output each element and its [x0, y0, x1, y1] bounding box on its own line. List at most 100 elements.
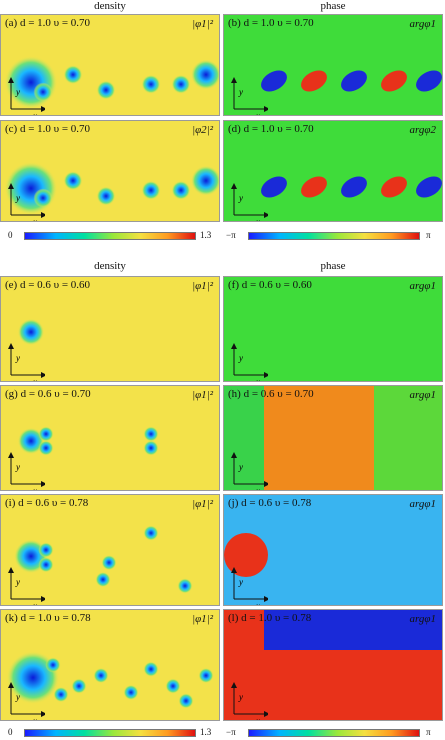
vortex-i-5: [95, 571, 111, 588]
vortex-g-3: [143, 426, 159, 442]
vortex-i-2: [38, 557, 54, 573]
density-map-g: [1, 386, 219, 490]
density-map-k: [1, 610, 219, 720]
vortex-k-7: [165, 678, 181, 694]
axis-y-label-h: y: [238, 462, 243, 472]
vortex-c-4: [141, 180, 161, 200]
panel-label-b: (b) d = 1.0 υ = 0.70: [228, 17, 314, 29]
phase-map-b: [224, 15, 442, 115]
axes-indicator-l: xy: [231, 682, 268, 720]
vortex-a-2: [63, 65, 83, 85]
vortex-i-1: [38, 542, 54, 558]
axis-x-label-a: x: [32, 111, 37, 115]
panel-a: (a) d = 1.0 υ = 0.70|φ1|²xy: [0, 14, 220, 116]
axis-x-label-c: x: [32, 217, 37, 221]
vortex-k-3: [71, 678, 87, 694]
panel-label-e: (e) d = 0.6 υ = 0.60: [5, 279, 91, 291]
axes-indicator-a: xy: [8, 77, 45, 115]
vortex-k-8: [178, 693, 194, 709]
axes-indicator-e: xy: [8, 343, 45, 381]
axis-y-label-a: y: [15, 87, 20, 97]
density-colorbar-max-top: 1.3: [200, 230, 212, 240]
vortex-g-1: [38, 426, 54, 442]
vortex-i-4: [101, 555, 117, 571]
vortex-c-3: [96, 186, 116, 206]
vortex-g-4: [143, 440, 159, 456]
axis-y-label-e: y: [15, 353, 20, 363]
density-colorbar-min-top: 0: [8, 230, 13, 240]
vortex-k-4: [93, 667, 109, 684]
vortex-c-5: [171, 180, 191, 200]
panel-quantity-f: argφ1: [409, 280, 436, 292]
density-column-title-bottom: density: [94, 260, 126, 272]
panel-quantity-b: argφ1: [409, 18, 436, 30]
phase-colorbar-min-top: −π: [226, 230, 236, 240]
phase-map-h: [224, 386, 442, 490]
panel-quantity-h: argφ1: [409, 389, 436, 401]
axes-indicator-c: xy: [8, 183, 45, 221]
panel-quantity-d: argφ2: [409, 124, 436, 136]
vortex-k-6: [143, 661, 159, 677]
density-column-title-top: density: [94, 0, 126, 12]
vortex-c-6: [190, 165, 219, 196]
axis-y-label-b: y: [238, 87, 243, 97]
phase-map-d: [224, 121, 442, 221]
panel-j: (j) d = 0.6 υ = 0.78argφ1xy: [223, 494, 443, 606]
vortex-c-2: [63, 171, 83, 191]
panel-label-l: (l) d = 1.0 υ = 0.78: [228, 612, 312, 624]
vortex-k-9: [198, 667, 214, 684]
panel-label-i: (i) d = 0.6 υ = 0.78: [5, 497, 89, 509]
density-map-c: [1, 121, 219, 221]
axis-y-label-j: y: [238, 577, 243, 587]
phase-column-title-top: phase: [320, 0, 346, 12]
axis-y-label-f: y: [238, 353, 243, 363]
axes-indicator-b: xy: [231, 77, 268, 115]
panel-quantity-k: |φ1|²: [192, 613, 213, 625]
axis-y-label-k: y: [15, 692, 20, 702]
vortex-g-0: [17, 427, 45, 455]
panel-label-c: (c) d = 1.0 υ = 0.70: [5, 123, 91, 135]
phase-map-l: [224, 610, 442, 720]
panel-quantity-a: |φ1|²: [192, 18, 213, 30]
panel-f: (f) d = 0.6 υ = 0.60argφ1xy: [223, 276, 443, 382]
vortex-i-6: [177, 578, 193, 594]
vortex-k-5: [123, 684, 139, 701]
panel-label-g: (g) d = 0.6 υ = 0.70: [5, 388, 91, 400]
panel-b: (b) d = 1.0 υ = 0.70 argφ1 xy: [223, 14, 443, 116]
vortex-i-3: [143, 525, 159, 541]
density-colorbar-top: [24, 232, 196, 240]
phase-colorbar-top: [248, 232, 420, 240]
vortex-a-1: [33, 82, 53, 102]
panel-quantity-e: |φ1|²: [192, 280, 213, 292]
phase-map-j: [224, 495, 442, 605]
panel-label-f: (f) d = 0.6 υ = 0.60: [228, 279, 312, 291]
panel-label-d: (d) d = 1.0 υ = 0.70: [228, 123, 314, 135]
panel-h: (h) d = 0.6 υ = 0.70argφ1xy: [223, 385, 443, 491]
axes-indicator-i: xy: [8, 567, 45, 605]
panel-l: (l) d = 1.0 υ = 0.78argφ1xy: [223, 609, 443, 721]
vortex-a-6: [190, 59, 219, 90]
panel-k: (k) d = 1.0 υ = 0.78|φ1|²xy: [0, 609, 220, 721]
axis-x-label-h: x: [255, 486, 260, 490]
panel-quantity-g: |φ1|²: [192, 389, 213, 401]
axis-x-label-i: x: [32, 601, 37, 605]
vortex-a-5: [171, 74, 191, 94]
axes-indicator-g: xy: [8, 452, 45, 490]
phase-colorbar-max-top: π: [426, 230, 431, 240]
axis-x-label-j: x: [255, 601, 260, 605]
density-map-a: [1, 15, 219, 115]
vortex-a-3: [96, 80, 116, 100]
panel-quantity-i: |φ1|²: [192, 498, 213, 510]
phase-colorbar-min-bottom: −π: [226, 727, 236, 737]
panel-c: (c) d = 1.0 υ = 0.70|φ2|²xy: [0, 120, 220, 222]
axis-x-label-f: x: [255, 377, 260, 381]
panel-label-a: (a) d = 1.0 υ = 0.70: [5, 17, 91, 29]
phase-column-title-bottom: phase: [320, 260, 346, 272]
axis-y-label-g: y: [15, 462, 20, 472]
density-map-e: [1, 277, 219, 381]
vortex-k-2: [53, 686, 69, 703]
axes-indicator-f: xy: [231, 343, 268, 381]
phase-colorbar-bottom: [248, 729, 420, 737]
vortex-a-4: [141, 74, 161, 94]
density-colorbar-bottom: [24, 729, 196, 737]
